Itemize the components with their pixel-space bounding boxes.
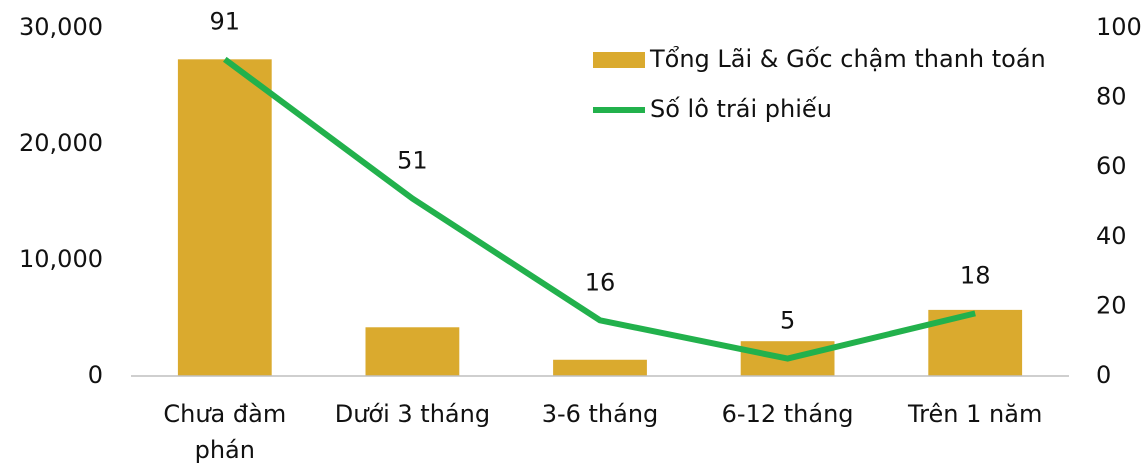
legend-label: Số lô trái phiếu — [650, 95, 832, 123]
y2-tick-label: 60 — [1096, 152, 1127, 180]
data-label: 5 — [780, 307, 795, 335]
x-tick-label: 3-6 tháng — [542, 400, 659, 428]
y-tick-label: 0 — [88, 361, 103, 389]
data-label: 51 — [397, 147, 428, 175]
data-label: 18 — [960, 261, 991, 289]
x-tick-label: 6-12 tháng — [722, 400, 854, 428]
legend-label: Tổng Lãi & Gốc chậm thanh toán — [649, 45, 1046, 73]
y-tick-label: 10,000 — [19, 245, 103, 273]
y2-tick-label: 80 — [1096, 83, 1127, 111]
y-tick-label: 30,000 — [19, 13, 103, 41]
bar — [553, 359, 647, 376]
legend-swatch — [593, 52, 645, 68]
x-tick-label: Dưới 3 tháng — [335, 400, 490, 428]
y-tick-label: 20,000 — [19, 129, 103, 157]
y2-tick-label: 100 — [1096, 13, 1142, 41]
y2-tick-label: 40 — [1096, 222, 1127, 250]
line — [223, 56, 976, 362]
bar — [177, 59, 272, 376]
x-tick-label: Chưa đàm phán — [163, 400, 286, 464]
y2-tick-label: 0 — [1096, 361, 1111, 389]
bar — [365, 327, 460, 376]
x-tick-label: Trên 1 năm — [907, 400, 1042, 428]
data-label: 91 — [210, 7, 241, 35]
y2-tick-label: 20 — [1096, 291, 1127, 319]
data-label: 16 — [585, 268, 616, 296]
